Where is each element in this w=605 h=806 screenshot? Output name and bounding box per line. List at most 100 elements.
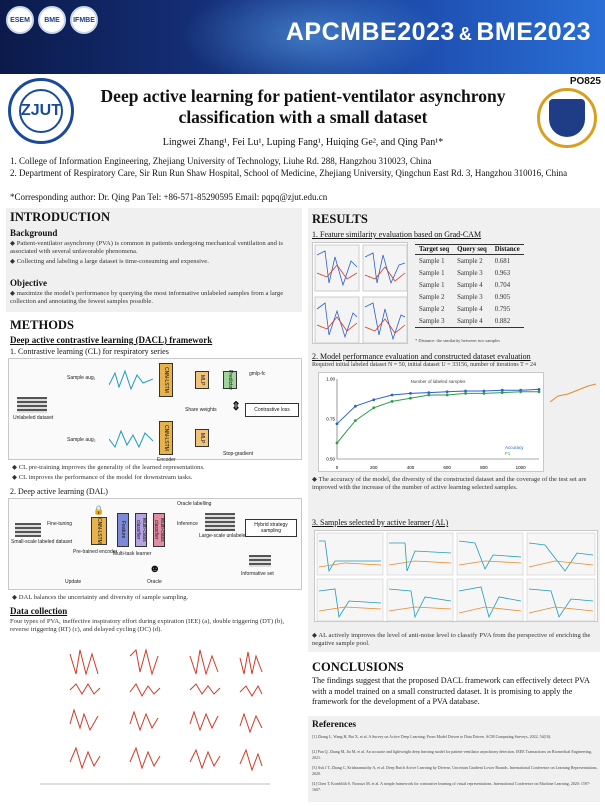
waveform-aug1-icon	[109, 369, 153, 391]
conference-name-left: APCMBE2023	[285, 18, 455, 46]
legend-entry: Accuracy	[505, 445, 524, 450]
multitask-learner-label: Multi-task learner	[113, 551, 152, 557]
x-axis-label: Number of labeled samples	[411, 379, 467, 384]
table-header-target: Target seq	[415, 244, 454, 255]
data-collection-text: Four types of PVA, ineffective inspirato…	[10, 618, 285, 633]
gradcam-heatmap-icon	[314, 244, 408, 344]
dal-encoder-box: CNN-LSTM	[91, 517, 107, 545]
informative-set-icon	[249, 555, 271, 567]
unlabeled-large-stack-icon	[205, 513, 235, 531]
cl-pred-top-label: gmlp-fc	[249, 371, 266, 377]
data-point	[409, 392, 412, 395]
chart-right-axis	[548, 372, 598, 472]
x-tick-label: 0	[336, 465, 339, 470]
pva-waveform-figure	[40, 644, 270, 800]
cl-sample-aug2: Sample aug₂	[67, 437, 96, 443]
references-heading: References	[312, 720, 357, 730]
conference-amp: &	[458, 24, 473, 44]
zjut-emblem-icon: ZJUT	[19, 89, 63, 133]
conference-banner: ESEM BME IFMBE APCMBE2023 & BME2023	[0, 0, 605, 74]
conclusions-heading: CONCLUSIONS	[312, 660, 404, 674]
r2-heading: 2. Model performance evaluation and cons…	[312, 352, 531, 361]
cl-bullet-1: ◆ CL pre-training improves the generalit…	[12, 464, 205, 471]
samples-grid-icon	[316, 532, 596, 622]
labeled-stack-icon	[15, 523, 41, 537]
reference-4: [4] Chen T, Kornblith S, Norouzi M, et a…	[312, 781, 591, 792]
projector-bottom-box: MLP	[195, 429, 209, 447]
affiliation-1: 1. College of Information Engineering, Z…	[10, 156, 432, 166]
table-row: Sample 2 Sample 3 0.905	[419, 293, 511, 301]
introduction-heading: INTRODUCTION	[10, 210, 111, 224]
performance-chart: 0 200 400 600 800 1000 0.50 0.75 1.00 Accuracy F1 N…	[318, 372, 544, 472]
data-point	[353, 404, 357, 408]
data-point	[372, 398, 376, 402]
classifier-box-2: Multi-class classifier	[153, 513, 165, 547]
samples-grid-figure	[314, 530, 598, 622]
data-point	[482, 392, 486, 395]
contrastive-learning-diagram: Sample aug₁ Sample aug₂ Unlabeled datase…	[8, 358, 302, 463]
data-point	[464, 392, 467, 395]
informative-set-label: Informative set	[241, 571, 274, 577]
stop-gradient-label: Stop-gradient	[223, 451, 254, 457]
series-line	[336, 391, 539, 444]
encoder-caption: Encoder	[157, 457, 176, 463]
unlabeled-stack-icon	[17, 397, 47, 413]
series-line	[336, 388, 540, 425]
data-point	[537, 388, 541, 391]
oracle-loop-label: Oracle labelling	[177, 501, 212, 507]
x-tick-label: 600	[443, 465, 451, 470]
table-row: Sample 2 Sample 4 0.795	[419, 305, 511, 313]
encoder-top-box: CNN-LSTM	[159, 363, 173, 397]
paper-authors: Lingwei Zhang¹, Fei Lu¹, Luping Fang¹, H…	[162, 137, 444, 148]
small-labeled-label: Small-scale labeled dataset	[11, 539, 73, 545]
oracle-person-icon: ☻	[149, 563, 161, 575]
lock-icon: 🔒	[93, 505, 105, 515]
conference-title: APCMBE2023 & BME2023	[286, 18, 591, 47]
reference-3: [3] Ash J T, Zhang C, Krishnamurthy A, e…	[312, 765, 598, 776]
predictor-box: Predictor	[223, 370, 237, 390]
data-point	[464, 389, 467, 393]
table-row: Sample 1 Sample 2 0.681	[419, 257, 511, 265]
cl-heading: 1. Contrastive learning (CL) for respira…	[10, 347, 169, 356]
references-panel	[308, 716, 600, 802]
data-point	[390, 393, 394, 397]
data-point	[445, 393, 449, 397]
background-heading: Background	[10, 228, 58, 238]
oracle-label: Oracle	[147, 579, 162, 585]
projector-top-box: MLP	[195, 371, 209, 389]
r3-heading: 3. Samples selected by active learner (A…	[312, 518, 449, 527]
conclusions-text: The findings suggest that the proposed D…	[312, 676, 590, 706]
legend-entry: F1	[505, 451, 511, 456]
y-tick-label: 0.50	[326, 457, 335, 462]
data-point	[335, 422, 339, 426]
y-tick-label: 1.00	[326, 377, 335, 382]
methods-heading: METHODS	[10, 318, 74, 332]
data-point	[482, 389, 486, 393]
cl-bullet-2: ◆ CL improves the performance of the mod…	[12, 474, 193, 481]
x-tick-label: 800	[480, 465, 488, 470]
r1-heading: 1. Feature similarity evaluation based o…	[312, 230, 482, 239]
data-point	[409, 396, 412, 400]
data-point	[427, 391, 431, 394]
conference-name-right: BME2023	[476, 18, 591, 46]
objective-heading: Objective	[10, 278, 47, 288]
chart-axes	[336, 379, 539, 460]
data-point	[390, 400, 394, 403]
table-note: * Distance: the similarity between two s…	[415, 338, 500, 343]
classifier-box-1: Multi-class classifier	[135, 513, 147, 547]
contrastive-loss-box: Contrastive loss	[245, 403, 299, 417]
hospital-shield-icon	[549, 99, 585, 137]
sponsor-logo-1: ESEM	[6, 6, 34, 34]
reference-2: [2] Pan Q, Zhang M, Jia M, et al. An acc…	[312, 749, 592, 760]
feature-box: Feature	[117, 513, 129, 547]
data-point	[500, 388, 504, 392]
fine-tuning-label: Fine-tuning	[47, 521, 73, 527]
encoder-bottom-box: CNN-LSTM	[159, 421, 173, 455]
sponsor-logo-2: BME	[38, 6, 66, 34]
background-bullet-2: ◆ Collecting and labeling a large datase…	[10, 258, 209, 265]
banner-glow	[180, 0, 440, 74]
data-collection-heading: Data collection	[10, 606, 68, 616]
corresponding-author: *Corresponding author: Dr. Qing Pan Tel:…	[10, 192, 328, 202]
affiliation-2: 2. Department of Respiratory Care, Sir R…	[10, 168, 568, 178]
